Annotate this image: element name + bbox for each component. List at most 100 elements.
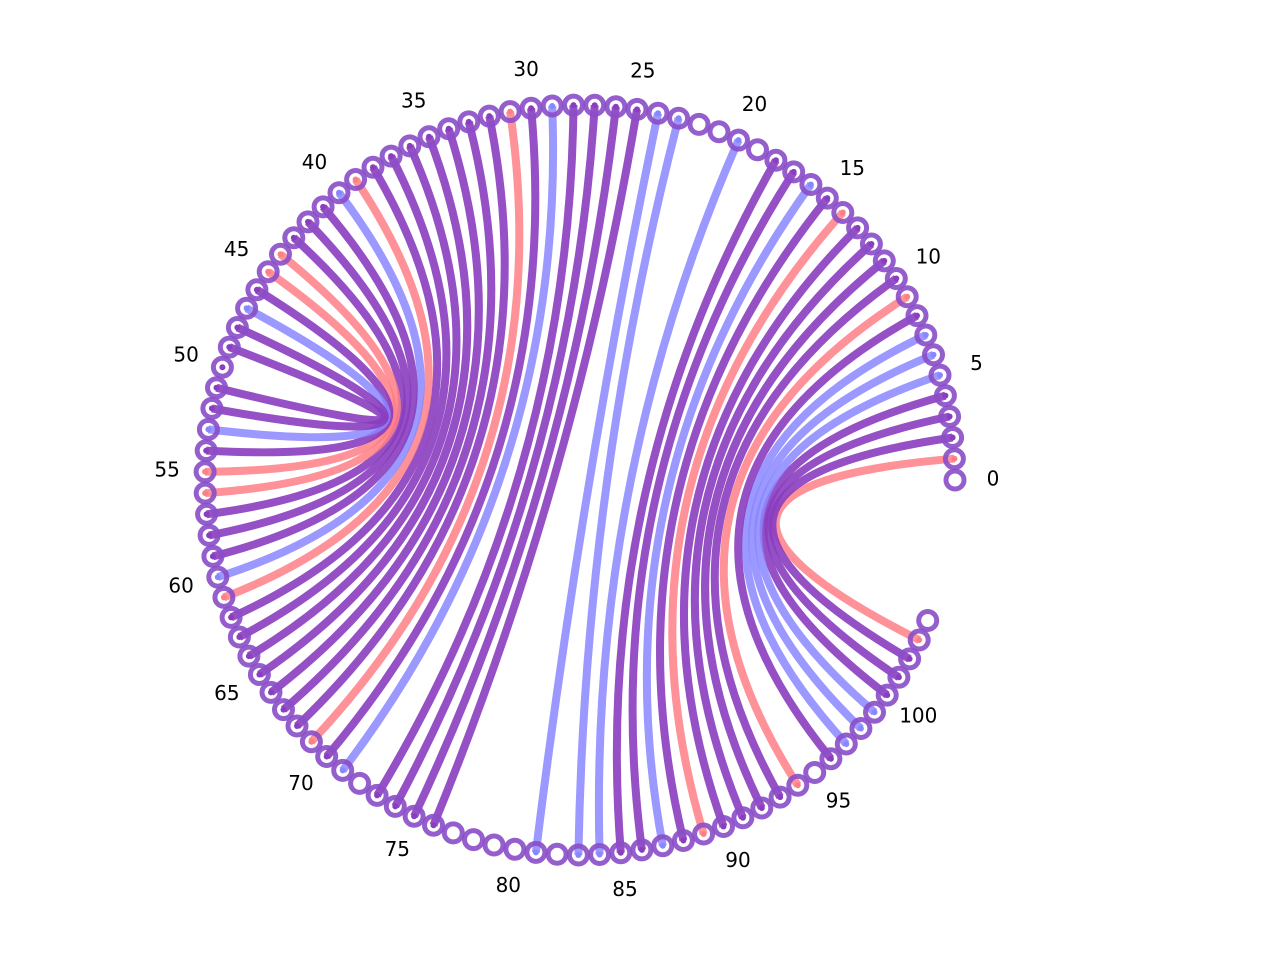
diagram-node xyxy=(712,815,735,838)
node-core xyxy=(549,103,556,109)
tick-label: 45 xyxy=(224,237,249,261)
node-ring xyxy=(786,773,810,797)
diagram-node xyxy=(562,93,585,117)
diagram-node xyxy=(196,417,220,441)
node-core xyxy=(206,532,213,539)
diagram-node xyxy=(519,96,543,120)
diagram-node xyxy=(746,138,769,162)
node-core xyxy=(839,209,846,216)
node-ring xyxy=(692,822,716,846)
node-core xyxy=(575,852,582,858)
connection-arc xyxy=(339,105,558,773)
connection-arc xyxy=(410,106,620,819)
node-core xyxy=(922,332,929,338)
node-ring xyxy=(905,304,929,328)
node-ring xyxy=(651,834,675,858)
diagram-node xyxy=(815,186,839,210)
diagram-node xyxy=(583,93,607,117)
node-ring xyxy=(282,226,306,250)
node-core xyxy=(253,286,260,293)
node-core xyxy=(370,164,376,171)
node-core xyxy=(914,312,920,319)
diagram-node xyxy=(482,833,506,857)
diagram-nodes xyxy=(193,93,967,867)
node-core xyxy=(356,780,363,787)
node-ring xyxy=(916,609,940,632)
diagram-node xyxy=(942,447,966,471)
node-core xyxy=(843,741,850,747)
diagram-node xyxy=(194,439,218,463)
node-core xyxy=(696,121,702,128)
node-ring xyxy=(731,806,755,830)
node-core xyxy=(937,372,943,379)
node-ring xyxy=(803,761,827,784)
node-ring xyxy=(503,837,527,861)
node-ring xyxy=(907,628,931,652)
node-ring xyxy=(227,625,251,649)
node-core xyxy=(213,384,220,391)
diagram-node xyxy=(687,112,711,136)
diagram-node xyxy=(193,460,217,484)
node-ring xyxy=(269,242,292,266)
diagram-node xyxy=(217,335,241,359)
node-ring xyxy=(200,396,224,420)
node-core xyxy=(406,142,413,149)
node-ring xyxy=(863,700,886,724)
tick-label: 25 xyxy=(630,58,655,82)
diagram-node xyxy=(344,168,368,191)
node-core xyxy=(596,851,603,858)
connection-arc xyxy=(719,293,910,788)
tick-label: 100 xyxy=(899,703,937,727)
node-ring xyxy=(875,683,899,707)
diagram-node xyxy=(905,304,929,328)
node-core xyxy=(219,364,226,371)
diagram-node xyxy=(457,110,481,134)
connection-arc xyxy=(257,135,472,678)
diagram-node xyxy=(227,625,251,649)
node-core xyxy=(824,195,831,202)
diagram-node xyxy=(764,148,788,172)
connection-arc xyxy=(373,105,578,798)
diagram-node xyxy=(768,785,792,809)
diagram-node xyxy=(566,843,590,867)
diagram-node xyxy=(361,155,385,179)
node-ring xyxy=(219,605,243,629)
node-core xyxy=(290,234,297,241)
node-core xyxy=(226,344,233,351)
node-ring xyxy=(630,838,654,862)
node-core xyxy=(528,105,535,112)
diagram-node xyxy=(422,813,445,837)
diagram-node xyxy=(315,745,339,768)
diagram-node xyxy=(402,804,426,828)
diagram-node xyxy=(200,396,224,420)
diagram-node xyxy=(651,834,675,858)
diagram-node xyxy=(671,829,695,852)
node-ring xyxy=(941,426,965,449)
diagram-node xyxy=(646,101,670,125)
node-ring xyxy=(417,125,441,149)
diagram-node xyxy=(206,565,230,589)
diagram-node xyxy=(348,771,372,795)
node-core xyxy=(949,434,956,441)
diagram-node xyxy=(195,502,219,526)
diagram-node xyxy=(237,644,261,668)
node-ring xyxy=(477,104,501,128)
tick-label: 65 xyxy=(214,681,239,705)
node-core xyxy=(930,351,937,358)
diagram-node xyxy=(462,828,485,852)
tick-label: 15 xyxy=(840,156,865,180)
diagram-node xyxy=(225,316,249,339)
diagram-node xyxy=(609,841,633,865)
diagram-node xyxy=(933,384,957,408)
connection-arc xyxy=(308,111,524,745)
diagram-node xyxy=(327,181,351,205)
diagram-node xyxy=(365,783,389,807)
node-ring xyxy=(194,439,218,463)
diagram-node xyxy=(692,822,716,846)
diagram-node xyxy=(197,523,221,547)
tick-label: 85 xyxy=(612,877,637,901)
node-ring xyxy=(225,316,249,339)
node-ring xyxy=(928,363,952,387)
tick-label: 10 xyxy=(916,245,941,269)
tick-label: 20 xyxy=(742,92,767,116)
